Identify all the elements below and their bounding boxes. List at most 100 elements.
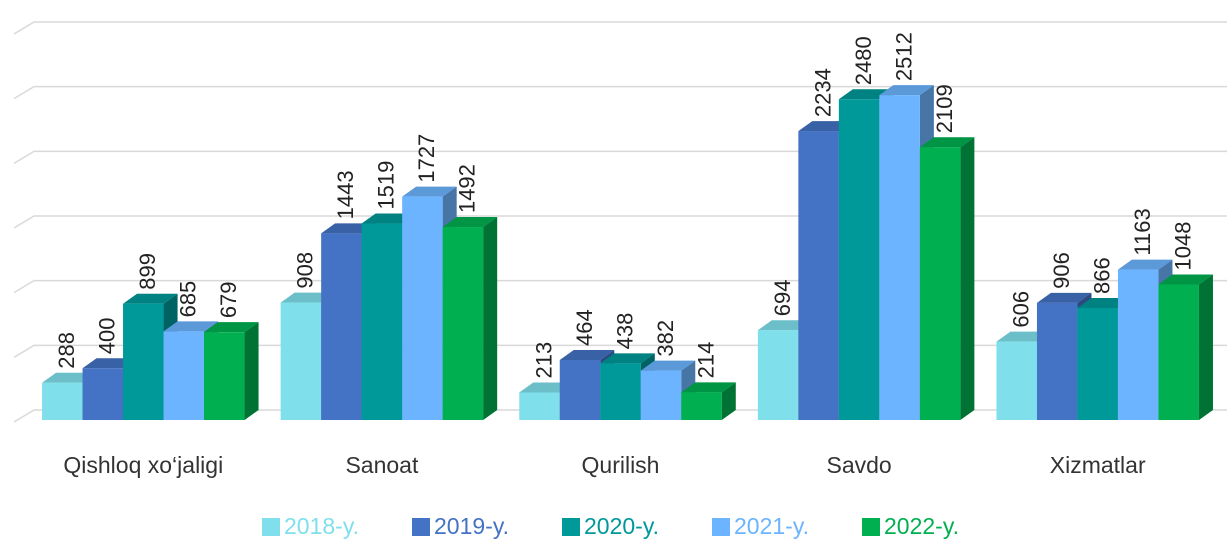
- bar-top-shade: [1158, 274, 1213, 285]
- bar-top-shade: [559, 349, 615, 360]
- grid-line: [13, 21, 1227, 35]
- bar-front: [1077, 307, 1118, 420]
- bar-side: [244, 322, 259, 420]
- bar-top: [204, 322, 259, 333]
- bar-top-shade: [442, 217, 498, 228]
- bar-top-shade: [1036, 292, 1092, 303]
- bar-top-shade: [204, 322, 259, 333]
- data-label: 2234: [810, 68, 835, 117]
- bar-top-shade: [600, 353, 655, 364]
- bar-top-shade: [1117, 259, 1173, 270]
- bar-side: [1198, 274, 1213, 420]
- legend-swatch: [712, 518, 730, 536]
- data-label: 1519: [374, 161, 399, 210]
- bar-front: [879, 95, 920, 420]
- bar-top: [559, 349, 615, 360]
- legend-label: 2018-y.: [284, 513, 359, 539]
- data-label: 685: [176, 281, 201, 318]
- bar-top: [681, 382, 736, 393]
- legend-label: 2022-y.: [884, 513, 959, 539]
- data-label: 382: [653, 320, 678, 357]
- legend-swatch: [862, 518, 880, 536]
- bar-top-shade: [681, 382, 736, 393]
- bar-top-shade: [402, 186, 457, 197]
- bar-top-shade: [919, 137, 975, 148]
- x-tick-label: Xizmatlar: [1050, 452, 1146, 478]
- bar-front: [1036, 302, 1078, 420]
- bar-top: [1158, 274, 1213, 285]
- bar-side: [483, 217, 498, 420]
- legend-label: 2019-y.: [434, 513, 509, 539]
- grid-line: [13, 85, 1227, 100]
- data-label: 288: [54, 332, 79, 369]
- legend-label: 2020-y.: [584, 513, 659, 539]
- x-tick-label: Qishloq xo‘jaligi: [63, 452, 223, 478]
- bar-front: [996, 341, 1037, 420]
- bar-front: [519, 392, 560, 420]
- legend-swatch: [262, 518, 280, 536]
- bar-front: [1117, 269, 1159, 420]
- data-label: 1492: [455, 164, 480, 213]
- data-label: 606: [1009, 291, 1034, 328]
- x-tick-label: Qurilish: [582, 452, 660, 478]
- bar-top: [163, 321, 219, 332]
- bar-top: [879, 85, 934, 96]
- bar-top-shade: [163, 321, 219, 332]
- data-label: 1727: [414, 134, 439, 183]
- data-label: 694: [770, 280, 795, 317]
- bar-front: [321, 233, 362, 420]
- bar-side: [721, 382, 736, 420]
- grid-line: [13, 150, 1227, 164]
- bar-front: [1158, 284, 1199, 420]
- data-label: 2512: [891, 32, 916, 81]
- bar-front: [838, 99, 880, 421]
- data-label: 908: [293, 252, 318, 289]
- bar-top: [1036, 292, 1092, 303]
- bar-top: [919, 137, 975, 148]
- bar-front: [681, 392, 722, 420]
- bar-top: [402, 186, 457, 197]
- bar-side-shade: [244, 322, 259, 420]
- data-label: 213: [531, 342, 556, 379]
- bar-front: [280, 302, 322, 420]
- bar-side-shade: [960, 137, 975, 420]
- data-label: 438: [612, 313, 637, 350]
- data-label: 2480: [851, 36, 876, 85]
- bar-side: [960, 137, 975, 420]
- bar-front: [82, 368, 124, 420]
- bar-top-shade: [123, 293, 178, 304]
- bar: [204, 322, 259, 420]
- data-label: 1443: [333, 170, 358, 219]
- grid-line: [13, 215, 1227, 229]
- data-label: 679: [216, 281, 241, 318]
- bar-top: [1117, 259, 1173, 270]
- bar: [1158, 274, 1213, 420]
- legend-swatch: [562, 518, 580, 536]
- bar-front: [163, 331, 205, 420]
- bar-front: [204, 332, 245, 420]
- bar: [919, 137, 975, 420]
- bar: [1117, 259, 1173, 420]
- bar-side-shade: [1198, 274, 1213, 420]
- bar-front: [757, 330, 799, 420]
- bar-front: [919, 147, 961, 420]
- bar-top-shade: [640, 360, 696, 371]
- x-tick-label: Sanoat: [345, 452, 419, 478]
- x-tick-label: Savdo: [826, 452, 891, 478]
- bar-front: [600, 363, 641, 420]
- data-label: 906: [1049, 252, 1074, 289]
- bar-front: [798, 131, 839, 420]
- bar-front: [442, 227, 484, 420]
- bar-side-shade: [483, 217, 498, 420]
- bar-front: [559, 359, 601, 420]
- legend-swatch: [412, 518, 430, 536]
- bar-front: [123, 303, 164, 420]
- data-label: 214: [693, 342, 718, 379]
- bar-front: [640, 370, 682, 420]
- bar: [442, 217, 498, 420]
- bar-side-shade: [721, 382, 736, 420]
- bar-front: [361, 223, 403, 420]
- bar: [681, 382, 736, 420]
- bar-top: [640, 360, 696, 371]
